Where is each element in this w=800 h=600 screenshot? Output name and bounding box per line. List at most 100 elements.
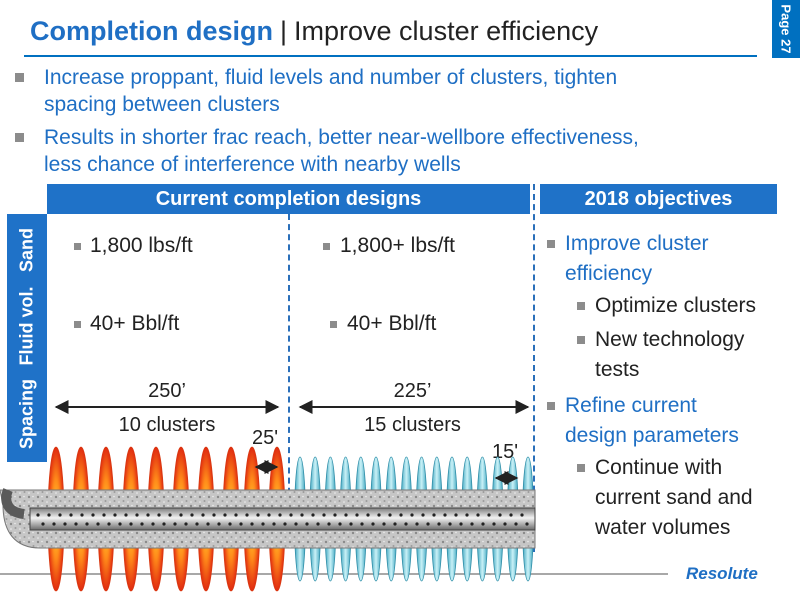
perforation-46	[283, 522, 287, 526]
perforation-7	[69, 513, 73, 517]
cluster-gap-b-label: 15'	[492, 441, 519, 463]
perforation-41	[256, 513, 260, 517]
perforation-55	[333, 513, 337, 517]
hot-fracture-cluster-1	[47, 446, 65, 592]
perforation-36	[228, 522, 232, 526]
perforation-34	[217, 522, 221, 526]
perforation-35	[223, 513, 227, 517]
perforation-23	[157, 513, 161, 517]
objective-1: Improve cluster efficiency	[547, 229, 709, 289]
perforation-81	[476, 513, 480, 517]
perforation-57	[344, 513, 348, 517]
objective-1-sub-2: New technology tests	[577, 325, 745, 385]
perforation-77	[454, 513, 458, 517]
cool-fracture-cluster-3	[324, 456, 337, 582]
perforation-2	[41, 522, 45, 526]
perforation-50	[305, 522, 309, 526]
sand-a-value: 1,800 lbs/ft	[90, 234, 193, 257]
perforation-56	[338, 522, 342, 526]
sand-a-bullet	[74, 243, 81, 250]
perforation-3	[47, 513, 51, 517]
cool-fracture-cluster-1	[294, 456, 306, 582]
cool-fracture-cluster-7	[385, 456, 398, 582]
clusters-b-value: 15 clusters	[364, 414, 461, 436]
objective-1-line-2: efficiency	[565, 262, 653, 285]
perforation-25	[168, 513, 172, 517]
objectives-divider	[533, 184, 535, 552]
perforation-80	[470, 522, 474, 526]
bullet-1-line-1: Increase proppant, fluid levels and numb…	[44, 66, 618, 89]
perforation-9	[80, 513, 84, 517]
perforation-28	[184, 522, 188, 526]
perforation-45	[278, 513, 282, 517]
fluid-b-value: 40+ Bbl/ft	[347, 312, 437, 335]
perforation-69	[410, 513, 414, 517]
perforation-89	[520, 513, 524, 517]
bullet-1: Increase proppant, fluid levels and numb…	[15, 64, 764, 118]
perforation-6	[63, 522, 67, 526]
objective-2-sub-1-line-1: Continue with	[595, 456, 723, 479]
hot-fracture-cluster-10	[268, 446, 286, 592]
bullet-2-line-2: less chance of interference with nearby …	[44, 153, 461, 176]
spacing-b-value: 225’	[393, 380, 432, 402]
perforation-21	[146, 513, 150, 517]
objective-2-sub-1-line-3: water volumes	[595, 516, 731, 539]
perforation-65	[388, 513, 392, 517]
title-separator: |	[280, 16, 288, 46]
objective-2-line-2: design parameters	[565, 424, 739, 447]
objective-1-sub-2-line-1: New technology	[595, 328, 745, 351]
spacing-a-value: 250’	[148, 380, 186, 402]
perforation-75	[443, 513, 447, 517]
perforation-71	[421, 513, 425, 517]
casing-bend	[1, 488, 25, 519]
perforation-15	[113, 513, 117, 517]
cool-fracture-cluster-8	[400, 456, 413, 582]
perforation-40	[250, 522, 254, 526]
perforation-20	[140, 522, 144, 526]
row-label-sand: Sand	[7, 214, 47, 288]
title-subtitle: Improve cluster efficiency	[294, 16, 599, 46]
row-label-spacing: Spacing	[7, 366, 47, 464]
objective-2-line-1: Refine current	[565, 394, 697, 417]
perforation-84	[492, 522, 496, 526]
perforation-18	[129, 522, 133, 526]
cool-fracture-cluster-9	[415, 456, 428, 582]
bullet-1-line-2: spacing between clusters	[44, 93, 280, 116]
hot-fracture-cluster-4	[122, 446, 140, 592]
design-divider	[288, 214, 290, 514]
perforation-82	[481, 522, 485, 526]
perforation-63	[377, 513, 381, 517]
cool-fracture-cluster-4	[339, 456, 352, 582]
perforation-4	[52, 522, 56, 526]
perforation-11	[91, 513, 95, 517]
perforation-1	[36, 513, 40, 517]
company-logo: Resolute	[686, 564, 758, 583]
perforation-30	[195, 522, 199, 526]
perforation-87	[509, 513, 513, 517]
row-label-sand-text: Sand	[16, 227, 37, 273]
clusters-a-value: 10 clusters	[118, 414, 216, 436]
fluid-b-bullet	[330, 321, 337, 328]
perforation-59	[355, 513, 359, 517]
perforation-13	[102, 513, 106, 517]
perforation-51	[311, 513, 315, 517]
perforation-44	[272, 522, 276, 526]
perforation-17	[124, 513, 128, 517]
hot-fracture-cluster-6	[172, 446, 190, 592]
objective-2: Refine current design parameters	[547, 391, 739, 451]
perforation-72	[426, 522, 430, 526]
row-label-fluid-text: Fluid vol.	[16, 286, 37, 366]
perforation-60	[360, 522, 364, 526]
row-label-spacing-text: Spacing	[16, 378, 37, 450]
perforation-27	[179, 513, 183, 517]
objective-2-sub-1: Continue with current sand and water volum…	[577, 453, 753, 543]
perforation-53	[322, 513, 326, 517]
perforation-24	[162, 522, 166, 526]
sand-b-bullet	[323, 243, 330, 250]
perforation-74	[437, 522, 441, 526]
page-title: Completion design | Improve cluster effici…	[30, 16, 598, 47]
objective-1-sub-2-line-2: tests	[595, 358, 640, 381]
perforation-61	[366, 513, 370, 517]
perforation-73	[432, 513, 436, 517]
casing-pipe	[29, 507, 536, 531]
